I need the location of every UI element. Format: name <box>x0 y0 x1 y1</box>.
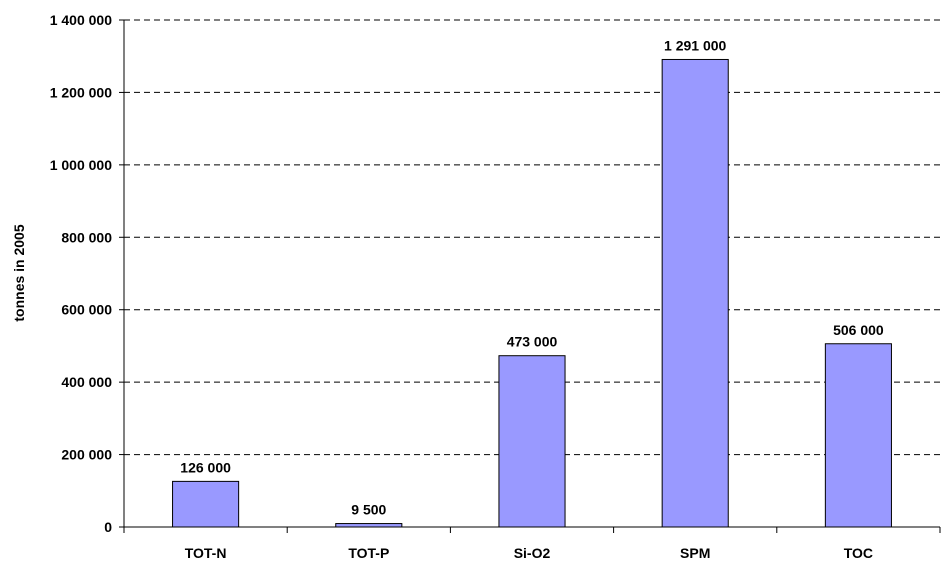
bar-tot-n <box>172 480 240 528</box>
x-tick-label: TOC <box>844 545 873 561</box>
x-tick-label: TOT-P <box>348 545 389 561</box>
bars <box>172 58 892 528</box>
y-tick-label: 1 400 000 <box>50 12 112 28</box>
data-label: 126 000 <box>180 459 231 475</box>
data-label: 1 291 000 <box>664 37 726 53</box>
x-tick-label: SPM <box>680 545 710 561</box>
gridlines <box>124 19 940 456</box>
y-tick-label: 1 000 000 <box>50 157 112 173</box>
bar-toc <box>824 343 892 528</box>
x-tick-label: TOT-N <box>185 545 227 561</box>
data-label: 473 000 <box>507 334 558 350</box>
y-tick-label: 200 000 <box>61 447 112 463</box>
axes <box>119 19 941 533</box>
y-tick-label: 400 000 <box>61 374 112 390</box>
data-label: 9 500 <box>351 502 386 518</box>
x-tick-label: Si-O2 <box>514 545 551 561</box>
bar-spm <box>661 58 729 528</box>
bar-si-o2 <box>498 355 566 528</box>
y-axis-title: tonnes in 2005 <box>11 224 27 321</box>
y-tick-label: 600 000 <box>61 302 112 318</box>
y-tick-label: 800 000 <box>61 229 112 245</box>
data-labels: 126 000 9 500 473 000 1 291 000 506 000 <box>180 37 884 517</box>
bar-tot-p <box>335 523 403 528</box>
y-tick-labels: 0 200 000 400 000 600 000 800 000 1 000 000 1 … <box>50 12 113 535</box>
data-label: 506 000 <box>833 322 884 338</box>
x-tick-labels: TOT-N TOT-P Si-O2 SPM TOC <box>185 545 873 561</box>
y-tick-label: 0 <box>104 519 112 535</box>
y-tick-label: 1 200 000 <box>50 84 112 100</box>
